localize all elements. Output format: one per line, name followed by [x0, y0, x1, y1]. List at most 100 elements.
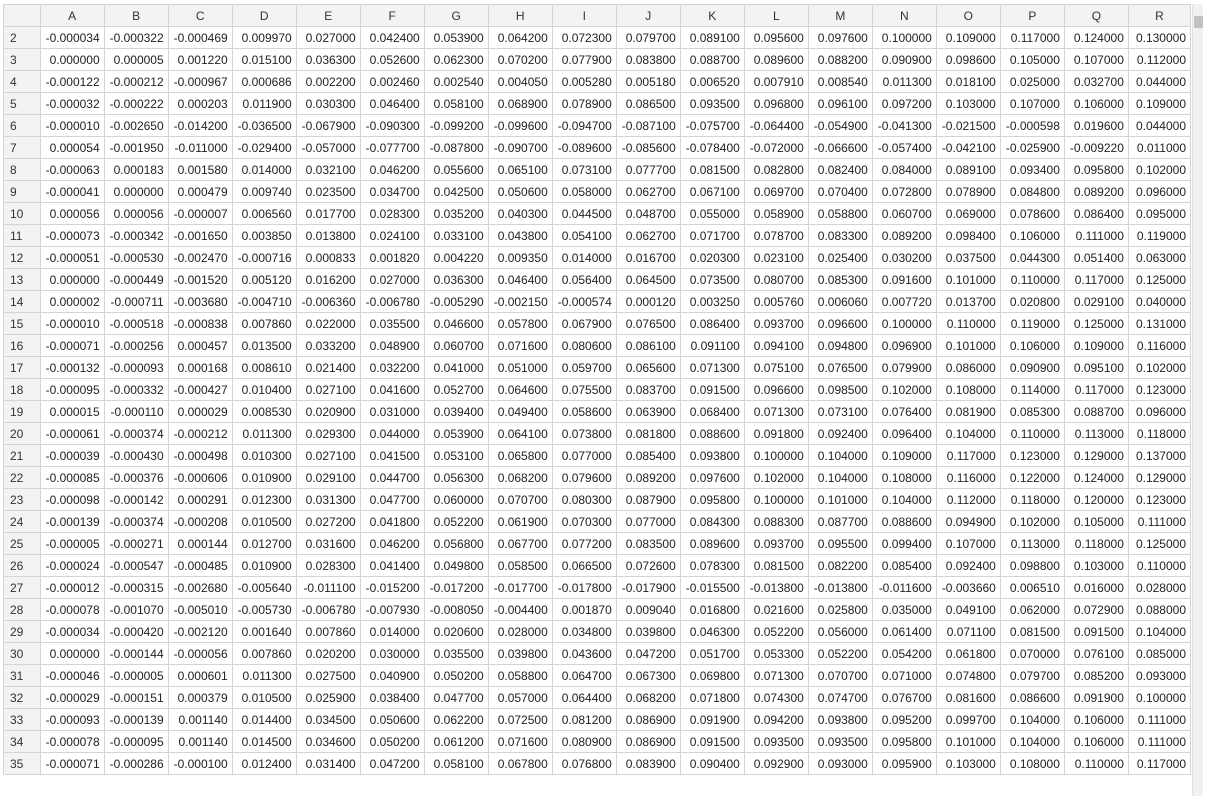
cell-f22[interactable]: 0.044700: [359, 466, 425, 489]
cell-f13[interactable]: 0.027000: [359, 268, 425, 291]
column-header-q[interactable]: Q: [1063, 4, 1129, 27]
cell-b12[interactable]: -0.000530: [103, 246, 169, 269]
cell-q8[interactable]: 0.095800: [1063, 158, 1129, 181]
cell-l23[interactable]: 0.100000: [743, 488, 809, 511]
cell-n6[interactable]: -0.041300: [871, 114, 937, 137]
cell-g11[interactable]: 0.033100: [423, 224, 489, 247]
cell-a34[interactable]: -0.000078: [39, 730, 105, 753]
cell-a28[interactable]: -0.000078: [39, 598, 105, 621]
cell-r20[interactable]: 0.118000: [1127, 422, 1191, 445]
cell-g5[interactable]: 0.058100: [423, 92, 489, 115]
cell-j32[interactable]: 0.068200: [615, 686, 681, 709]
cell-b11[interactable]: -0.000342: [103, 224, 169, 247]
cell-q5[interactable]: 0.106000: [1063, 92, 1129, 115]
cell-i33[interactable]: 0.081200: [551, 708, 617, 731]
cell-i14[interactable]: -0.000574: [551, 290, 617, 313]
cell-c13[interactable]: -0.001520: [167, 268, 233, 291]
cell-l3[interactable]: 0.089600: [743, 48, 809, 71]
cell-l11[interactable]: 0.078700: [743, 224, 809, 247]
cell-c26[interactable]: -0.000485: [167, 554, 233, 577]
cell-o19[interactable]: 0.081900: [935, 400, 1001, 423]
cell-d20[interactable]: 0.011300: [231, 422, 297, 445]
cell-b10[interactable]: 0.000056: [103, 202, 169, 225]
cell-p14[interactable]: 0.020800: [999, 290, 1065, 313]
cell-c19[interactable]: 0.000029: [167, 400, 233, 423]
cell-r23[interactable]: 0.123000: [1127, 488, 1191, 511]
cell-e14[interactable]: -0.006360: [295, 290, 361, 313]
cell-g13[interactable]: 0.036300: [423, 268, 489, 291]
cell-n28[interactable]: 0.035000: [871, 598, 937, 621]
cell-n3[interactable]: 0.090900: [871, 48, 937, 71]
cell-p11[interactable]: 0.106000: [999, 224, 1065, 247]
cell-h35[interactable]: 0.067800: [487, 752, 553, 775]
cell-r25[interactable]: 0.125000: [1127, 532, 1191, 555]
cell-o2[interactable]: 0.109000: [935, 26, 1001, 49]
cell-c12[interactable]: -0.002470: [167, 246, 233, 269]
cell-c3[interactable]: 0.001220: [167, 48, 233, 71]
cell-i15[interactable]: 0.067900: [551, 312, 617, 335]
cell-r7[interactable]: 0.011000: [1127, 136, 1191, 159]
cell-b2[interactable]: -0.000322: [103, 26, 169, 49]
cell-m21[interactable]: 0.104000: [807, 444, 873, 467]
cell-b13[interactable]: -0.000449: [103, 268, 169, 291]
cell-r17[interactable]: 0.102000: [1127, 356, 1191, 379]
cell-h23[interactable]: 0.070700: [487, 488, 553, 511]
cell-n10[interactable]: 0.060700: [871, 202, 937, 225]
cell-o17[interactable]: 0.086000: [935, 356, 1001, 379]
cell-j15[interactable]: 0.076500: [615, 312, 681, 335]
cell-o18[interactable]: 0.108000: [935, 378, 1001, 401]
column-header-m[interactable]: M: [807, 4, 873, 27]
cell-k7[interactable]: -0.078400: [679, 136, 745, 159]
cell-i19[interactable]: 0.058600: [551, 400, 617, 423]
cell-p5[interactable]: 0.107000: [999, 92, 1065, 115]
cell-m17[interactable]: 0.076500: [807, 356, 873, 379]
cell-g24[interactable]: 0.052200: [423, 510, 489, 533]
cell-n22[interactable]: 0.108000: [871, 466, 937, 489]
cell-r2[interactable]: 0.130000: [1127, 26, 1191, 49]
cell-h27[interactable]: -0.017700: [487, 576, 553, 599]
cell-p17[interactable]: 0.090900: [999, 356, 1065, 379]
cell-c25[interactable]: 0.000144: [167, 532, 233, 555]
cell-c31[interactable]: 0.000601: [167, 664, 233, 687]
cell-b28[interactable]: -0.001070: [103, 598, 169, 621]
row-header[interactable]: 31: [3, 664, 41, 687]
cell-m11[interactable]: 0.083300: [807, 224, 873, 247]
cell-p32[interactable]: 0.086600: [999, 686, 1065, 709]
row-header[interactable]: 10: [3, 202, 41, 225]
row-header[interactable]: 4: [3, 70, 41, 93]
cell-a13[interactable]: 0.000000: [39, 268, 105, 291]
cell-e30[interactable]: 0.020200: [295, 642, 361, 665]
cell-g9[interactable]: 0.042500: [423, 180, 489, 203]
cell-b16[interactable]: -0.000256: [103, 334, 169, 357]
cell-b31[interactable]: -0.000005: [103, 664, 169, 687]
column-header-p[interactable]: P: [999, 4, 1065, 27]
cell-o27[interactable]: -0.003660: [935, 576, 1001, 599]
cell-c20[interactable]: -0.000212: [167, 422, 233, 445]
cell-h16[interactable]: 0.071600: [487, 334, 553, 357]
cell-h5[interactable]: 0.068900: [487, 92, 553, 115]
row-header[interactable]: 3: [3, 48, 41, 71]
cell-b22[interactable]: -0.000376: [103, 466, 169, 489]
cell-d5[interactable]: 0.011900: [231, 92, 297, 115]
cell-e15[interactable]: 0.022000: [295, 312, 361, 335]
cell-r11[interactable]: 0.119000: [1127, 224, 1191, 247]
cell-h7[interactable]: -0.090700: [487, 136, 553, 159]
cell-n31[interactable]: 0.071000: [871, 664, 937, 687]
cell-r27[interactable]: 0.028000: [1127, 576, 1191, 599]
cell-r29[interactable]: 0.104000: [1127, 620, 1191, 643]
cell-k31[interactable]: 0.069800: [679, 664, 745, 687]
cell-k8[interactable]: 0.081500: [679, 158, 745, 181]
cell-o14[interactable]: 0.013700: [935, 290, 1001, 313]
cell-c23[interactable]: 0.000291: [167, 488, 233, 511]
cell-f3[interactable]: 0.052600: [359, 48, 425, 71]
cell-r8[interactable]: 0.102000: [1127, 158, 1191, 181]
cell-h9[interactable]: 0.050600: [487, 180, 553, 203]
cell-e31[interactable]: 0.027500: [295, 664, 361, 687]
cell-j34[interactable]: 0.086900: [615, 730, 681, 753]
cell-g30[interactable]: 0.035500: [423, 642, 489, 665]
cell-m31[interactable]: 0.070700: [807, 664, 873, 687]
cell-k12[interactable]: 0.020300: [679, 246, 745, 269]
cell-k16[interactable]: 0.091100: [679, 334, 745, 357]
cell-q19[interactable]: 0.088700: [1063, 400, 1129, 423]
cell-l7[interactable]: -0.072000: [743, 136, 809, 159]
